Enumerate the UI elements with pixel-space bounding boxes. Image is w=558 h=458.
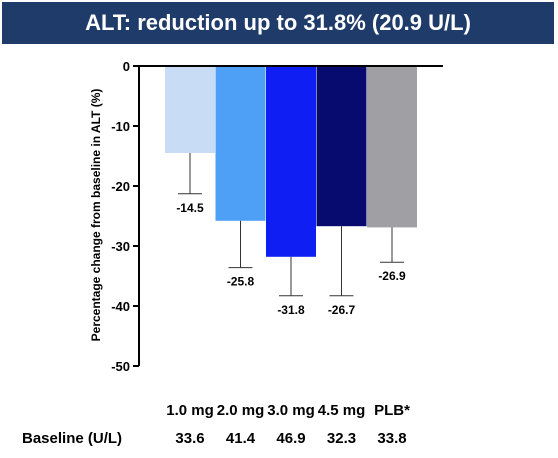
- error-bar-3: [329, 226, 354, 297]
- baseline-value-3: 32.3: [326, 430, 357, 447]
- error-bar-2: [279, 256, 303, 297]
- baseline-row: Baseline (U/L) 33.6 41.4 46.9 32.3 33.8: [0, 430, 558, 450]
- y-tick-label-5: -50: [111, 359, 130, 374]
- error-bar-4: [380, 227, 404, 263]
- y-tick-label-2: -20: [111, 179, 130, 194]
- category-label-4: PLB*: [374, 402, 410, 419]
- error-bar-1: [228, 220, 253, 269]
- y-tick-label-4: -40: [111, 299, 130, 314]
- y-tick-label-1: -10: [111, 119, 130, 134]
- data-label-2: -31.8: [277, 303, 305, 317]
- title-bar: ALT: reduction up to 31.8% (20.9 U/L): [2, 2, 554, 44]
- category-label-0: 1.0 mg: [166, 402, 214, 419]
- baseline-value-0: 33.6: [175, 430, 205, 447]
- error-bar-0: [178, 153, 202, 195]
- bars-layer: [165, 66, 417, 257]
- baseline-value-2: 46.9: [276, 430, 306, 447]
- dose-category-row: 1.0 mg 2.0 mg 3.0 mg 4.5 mg PLB*: [0, 402, 558, 422]
- bar-0: [165, 66, 215, 153]
- chart-title: ALT: reduction up to 31.8% (20.9 U/L): [85, 10, 471, 35]
- baseline-value-4: 33.8: [377, 430, 407, 447]
- y-axis-label: Percentage change from baseline in ALT (…: [89, 89, 103, 342]
- category-label-3: 4.5 mg: [317, 402, 366, 419]
- bar-chart: -14.5 -25.8 -31.8 -26.7 -26.9 0 -10 -20 -30 -40 -…: [89, 59, 443, 374]
- baseline-value-1: 41.4: [225, 430, 256, 447]
- data-label-1: -25.8: [227, 275, 255, 289]
- bar-4: [367, 66, 417, 228]
- bar-3: [316, 66, 367, 227]
- bar-2: [266, 66, 316, 257]
- data-label-0: -14.5: [176, 201, 204, 215]
- data-labels-layer: -14.5 -25.8 -31.8 -26.7 -26.9: [176, 201, 406, 317]
- y-axis: 0 -10 -20 -30 -40 -50: [111, 59, 443, 374]
- baseline-label: Baseline (U/L): [22, 430, 123, 447]
- data-label-4: -26.9: [378, 269, 406, 283]
- category-label-2: 3.0 mg: [267, 402, 315, 419]
- data-label-3: -26.7: [328, 303, 356, 317]
- y-tick-label-0: 0: [123, 59, 130, 74]
- error-bars-layer: [178, 153, 404, 297]
- bar-1: [215, 66, 266, 221]
- category-label-1: 2.0 mg: [216, 402, 265, 419]
- y-tick-label-3: -30: [111, 239, 130, 254]
